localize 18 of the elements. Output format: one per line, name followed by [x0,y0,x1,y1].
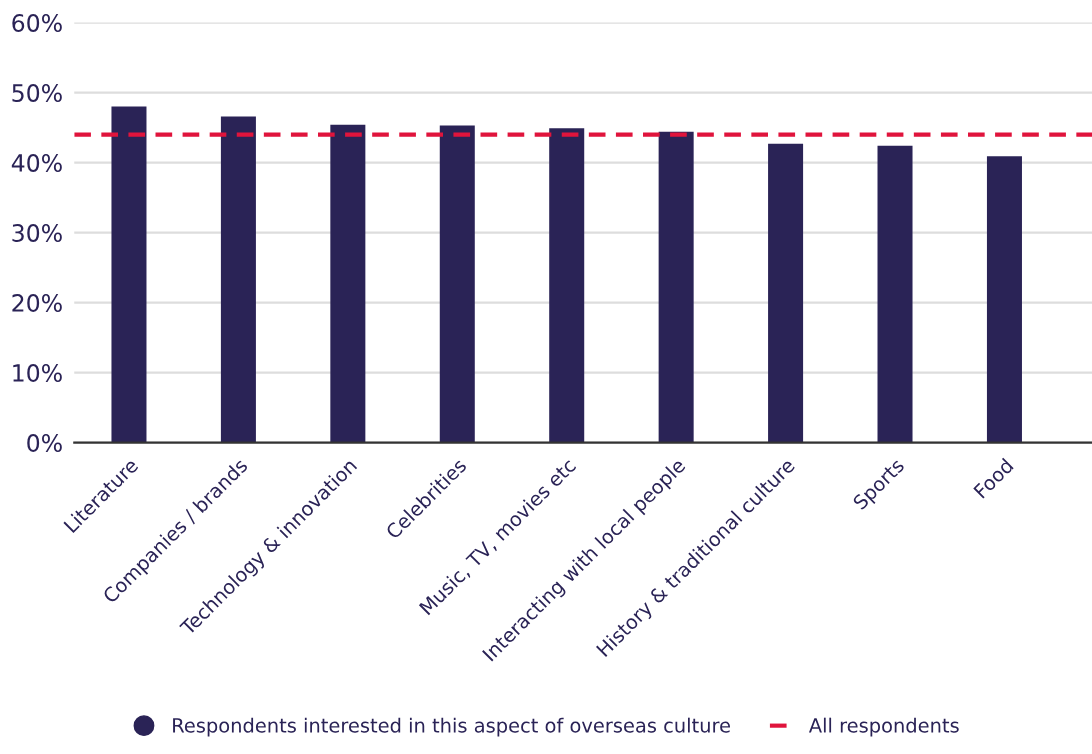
bar [768,143,804,443]
y-tick-label: 50% [12,84,62,102]
bar [439,125,475,443]
y-tick-label: 60% [12,14,62,32]
y-tick-label: 30% [12,224,62,242]
bar [111,106,147,443]
bar [330,124,366,443]
bar [986,156,1022,443]
bar [877,145,913,443]
bar [658,131,694,443]
y-tick-label: 20% [12,294,62,312]
y-tick-label: 40% [11,154,62,172]
bar [549,128,585,443]
legend-label: Respondents interested in this aspect of overseas culture [173,717,730,737]
legend-label: All respondents [808,717,959,737]
bar [220,116,256,443]
y-tick-label: 0% [27,434,62,452]
y-tick-label: 10% [13,364,62,382]
